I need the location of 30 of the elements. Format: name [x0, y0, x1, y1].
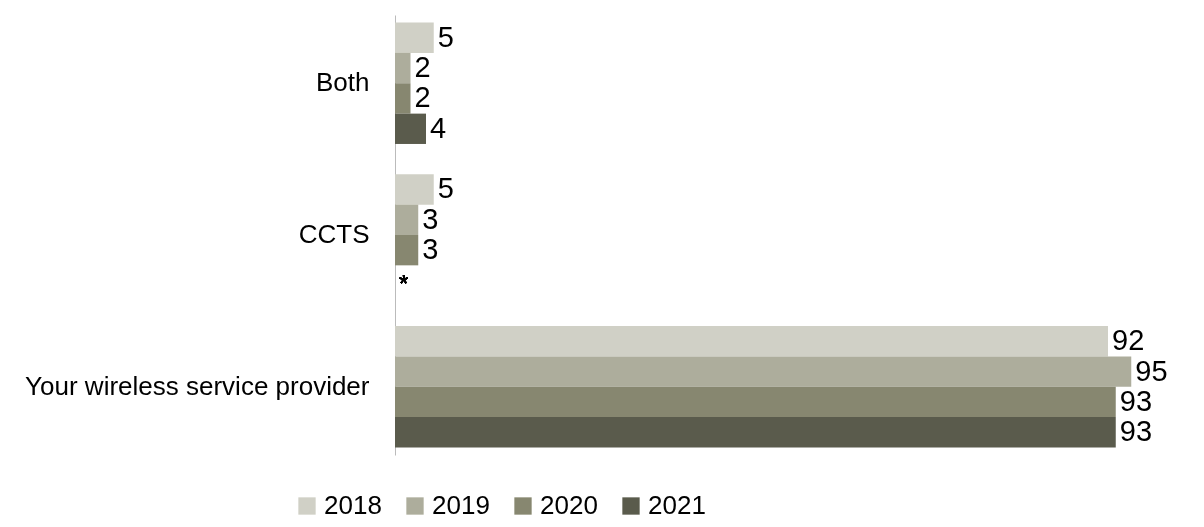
data-label: 2	[414, 81, 431, 114]
bar	[395, 235, 419, 266]
data-label: 3	[422, 202, 439, 235]
legend-label: 2020	[540, 490, 598, 520]
data-label: 93	[1119, 415, 1153, 448]
data-label: 4	[430, 111, 447, 144]
annotation: *	[399, 269, 409, 297]
data-label: 5	[437, 172, 454, 205]
data-label: 93	[1119, 384, 1153, 417]
data-label: 2	[414, 51, 431, 84]
data-label: 92	[1112, 324, 1145, 357]
data-label: 95	[1135, 354, 1168, 387]
bar	[395, 83, 411, 114]
bar	[395, 417, 1116, 448]
bar	[395, 326, 1108, 357]
bar	[395, 204, 419, 235]
y-tick-label: Both	[316, 67, 370, 98]
data-label: 3	[422, 233, 439, 266]
bar	[395, 386, 1116, 418]
bar	[395, 52, 411, 84]
legend-label: 2019	[432, 490, 490, 520]
data-label: 5	[437, 20, 454, 53]
bar	[395, 356, 1132, 387]
y-tick-label: CCTS	[298, 219, 370, 249]
legend-label: 2018	[324, 490, 382, 520]
bar	[395, 22, 434, 53]
y-tick-label: Your wireless service provider	[25, 370, 370, 401]
bar	[395, 174, 434, 205]
legend-label: 2021	[648, 490, 706, 520]
bar	[395, 113, 426, 144]
